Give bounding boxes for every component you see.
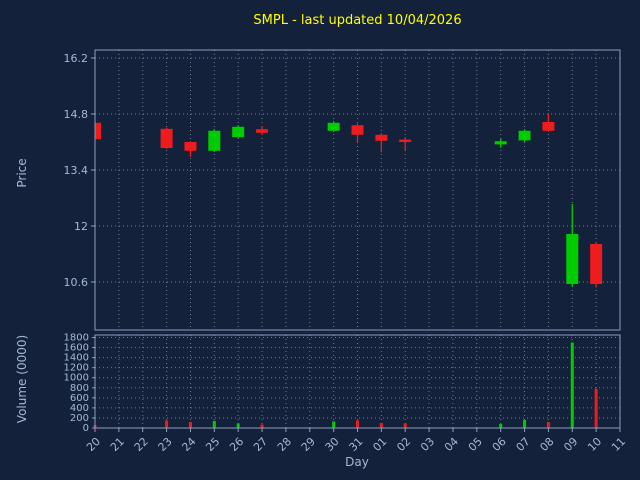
- svg-text:1000: 1000: [64, 373, 89, 384]
- svg-text:10: 10: [585, 435, 604, 454]
- svg-text:27: 27: [251, 435, 270, 454]
- svg-text:23: 23: [156, 435, 175, 454]
- svg-text:28: 28: [275, 435, 294, 454]
- volume-axis-label: Volume (0000): [15, 334, 29, 424]
- price-axis-label: Price: [15, 158, 29, 188]
- svg-text:29: 29: [299, 435, 318, 454]
- svg-text:04: 04: [442, 435, 461, 454]
- svg-text:25: 25: [203, 435, 222, 454]
- svg-text:24: 24: [179, 435, 198, 454]
- chart-title: SMPL - last updated 10/04/2026: [253, 13, 462, 28]
- svg-text:11: 11: [609, 435, 628, 454]
- svg-text:30: 30: [323, 435, 342, 454]
- svg-text:0: 0: [83, 423, 89, 434]
- svg-text:26: 26: [227, 435, 246, 454]
- svg-text:10.6: 10.6: [64, 276, 89, 289]
- svg-text:1400: 1400: [64, 353, 89, 364]
- svg-text:02: 02: [394, 435, 413, 454]
- svg-text:12: 12: [74, 220, 88, 233]
- x-axis-label: Day: [345, 455, 369, 469]
- svg-text:05: 05: [466, 435, 485, 454]
- svg-text:13.4: 13.4: [64, 164, 89, 177]
- svg-text:1800: 1800: [64, 333, 89, 344]
- svg-text:800: 800: [70, 383, 89, 394]
- svg-text:16.2: 16.2: [64, 52, 89, 65]
- svg-text:08: 08: [537, 435, 556, 454]
- svg-text:22: 22: [132, 435, 151, 454]
- svg-text:09: 09: [561, 435, 580, 454]
- svg-text:21: 21: [108, 435, 127, 454]
- svg-text:14.8: 14.8: [64, 108, 89, 121]
- svg-text:20: 20: [84, 435, 103, 454]
- svg-text:01: 01: [370, 435, 389, 454]
- svg-text:03: 03: [418, 435, 437, 454]
- svg-text:600: 600: [70, 393, 89, 404]
- svg-text:1200: 1200: [64, 363, 89, 374]
- svg-text:200: 200: [70, 413, 89, 424]
- svg-text:400: 400: [70, 403, 89, 414]
- svg-text:1600: 1600: [64, 343, 89, 354]
- svg-text:07: 07: [514, 435, 533, 454]
- svg-text:06: 06: [490, 435, 509, 454]
- svg-text:31: 31: [347, 435, 366, 454]
